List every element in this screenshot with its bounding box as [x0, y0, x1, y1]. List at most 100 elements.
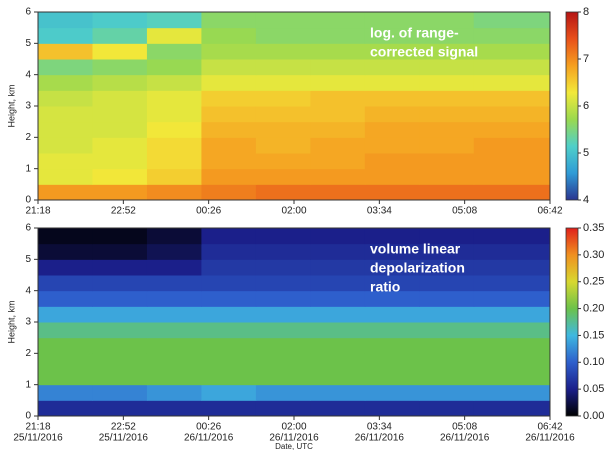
- y-tick-label: 6: [25, 7, 31, 18]
- heatmap-cell: [255, 353, 311, 370]
- heatmap-cell: [473, 322, 551, 339]
- heatmap-cell: [364, 306, 420, 323]
- heatmap-cell: [419, 400, 475, 417]
- heatmap-cell: [146, 153, 202, 170]
- colorbar-tick-label: 0.35: [583, 222, 604, 234]
- heatmap-cell: [419, 137, 475, 154]
- heatmap-cell: [146, 74, 202, 91]
- heatmap-cell: [146, 353, 202, 370]
- heatmap-cell: [473, 400, 551, 417]
- heatmap-cell: [473, 275, 551, 292]
- colorbar: [565, 227, 579, 417]
- heatmap-cell: [310, 168, 366, 185]
- x-tick-label: 05:08: [452, 422, 477, 433]
- colorbar-tick-label: 5: [583, 147, 589, 159]
- heatmap-cell: [473, 290, 551, 307]
- heatmap-cell: [38, 337, 93, 354]
- heatmap-cell: [38, 369, 93, 386]
- heatmap-cell: [92, 43, 148, 60]
- heatmap-cell: [310, 243, 366, 260]
- heatmap-cell: [364, 384, 420, 401]
- heatmap-cell: [255, 168, 311, 185]
- heatmap-cell: [38, 121, 93, 138]
- heatmap-cell: [38, 259, 93, 276]
- heatmap-cell: [419, 121, 475, 138]
- heatmap-cell: [364, 400, 420, 417]
- heatmap-cell: [310, 12, 366, 29]
- heatmap-cell: [473, 353, 551, 370]
- heatmap-cell: [364, 369, 420, 386]
- colorbar-tick-label: 0.30: [583, 249, 604, 261]
- heatmap-cell: [201, 184, 257, 201]
- heatmap-cell: [473, 12, 551, 29]
- heatmap-cell: [146, 59, 202, 76]
- heatmap-cell: [92, 74, 148, 91]
- heatmap-cell: [201, 369, 257, 386]
- x-tick-label: 06:42: [537, 422, 562, 433]
- heatmap-cell: [419, 290, 475, 307]
- heatmap-cell: [419, 59, 475, 76]
- heatmap-cell: [92, 228, 148, 245]
- heatmap-cell: [419, 168, 475, 185]
- heatmap-cell: [38, 27, 93, 44]
- heatmap-cell: [419, 369, 475, 386]
- heatmap-cell: [38, 184, 93, 201]
- heatmap-cell: [310, 153, 366, 170]
- heatmap-cell: [146, 27, 202, 44]
- colorbar-tick-label: 0.15: [583, 329, 604, 341]
- heatmap-cell: [92, 106, 148, 123]
- heatmap-cell: [473, 384, 551, 401]
- heatmap-cell: [201, 27, 257, 44]
- heatmap-cell: [364, 106, 420, 123]
- heatmap-cell: [92, 168, 148, 185]
- heatmap-cell: [201, 153, 257, 170]
- heatmap-cell: [473, 106, 551, 123]
- heatmap-cell: [146, 43, 202, 60]
- heatmap-cell: [38, 12, 93, 29]
- colorbar-tick-label: 7: [583, 53, 589, 65]
- heatmap-cell: [255, 90, 311, 107]
- heatmap-cell: [310, 306, 366, 323]
- y-axis-label: Height, km: [6, 84, 16, 127]
- heatmap-cell: [364, 27, 420, 44]
- heatmap-cell: [255, 369, 311, 386]
- heatmap-cell: [419, 275, 475, 292]
- x-tick-date: 25/11/2016: [99, 433, 149, 444]
- heatmap-cell: [419, 106, 475, 123]
- heatmap-cell: [473, 228, 551, 245]
- x-tick-label: 03:34: [367, 206, 392, 217]
- heatmap-cell: [146, 137, 202, 154]
- heatmap-cell: [419, 153, 475, 170]
- heatmap-cell: [473, 43, 551, 60]
- heatmap-cell: [310, 106, 366, 123]
- heatmap-cell: [92, 306, 148, 323]
- heatmap-cell: [92, 369, 148, 386]
- annotation: volume linear: [370, 241, 461, 257]
- heatmap-cell: [255, 12, 311, 29]
- heatmap-cell: [255, 322, 311, 339]
- heatmap-cell: [419, 12, 475, 29]
- heatmap-cell: [255, 275, 311, 292]
- x-tick-date: 26/11/2016: [525, 433, 575, 444]
- x-tick-label: 06:42: [537, 206, 562, 217]
- colorbar: [565, 11, 579, 201]
- heatmap-cell: [201, 228, 257, 245]
- heatmap-cell: [364, 168, 420, 185]
- heatmap-cell: [310, 384, 366, 401]
- y-tick-label: 2: [25, 132, 31, 143]
- y-tick-label: 5: [25, 38, 31, 49]
- heatmap-cell: [92, 59, 148, 76]
- heatmap-cell: [419, 243, 475, 260]
- x-tick-date: 26/11/2016: [440, 433, 490, 444]
- heatmap-cell: [310, 184, 366, 201]
- heatmap-cell: [201, 290, 257, 307]
- heatmap-cell: [38, 306, 93, 323]
- heatmap-cell: [419, 259, 475, 276]
- heatmap-cell: [146, 322, 202, 339]
- heatmap-cell: [310, 90, 366, 107]
- heatmap-cell: [201, 275, 257, 292]
- heatmap-cell: [419, 74, 475, 91]
- heatmap-cell: [364, 137, 420, 154]
- heatmap-cell: [364, 43, 420, 60]
